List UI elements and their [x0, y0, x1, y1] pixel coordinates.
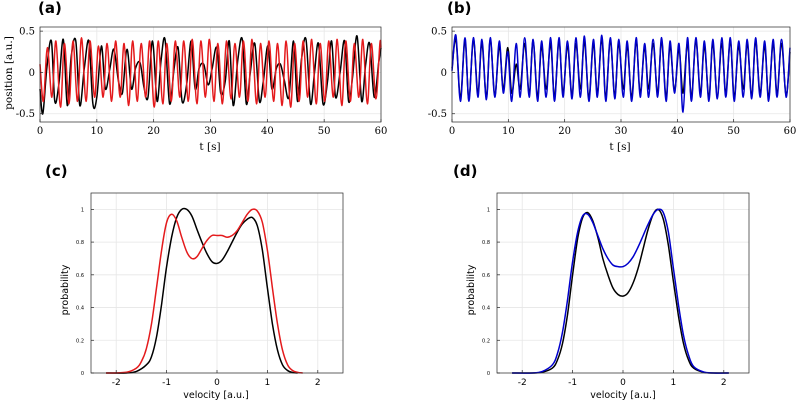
- panel-a-label: (a): [38, 0, 62, 17]
- panel-d-ylabel: probability: [466, 264, 477, 315]
- panel-c-series-1-line: [106, 207, 298, 374]
- panel-c-xtick-label: 0: [214, 378, 220, 388]
- panel-c-ylabel: probability: [60, 264, 71, 315]
- panel-c-ytick-label: 0.8: [76, 240, 84, 246]
- panel-d-ytick-label: 0.6: [482, 273, 490, 279]
- panel-b-xtick-label: 30: [615, 126, 628, 137]
- panel-d-xtick-label: 0: [620, 378, 626, 388]
- panel-b-xtick-label: 0: [449, 126, 455, 137]
- panel-a-xtick-label: 40: [261, 126, 274, 137]
- panel-d-ytick-label: 0: [487, 371, 490, 377]
- panel-c-label: (c): [45, 162, 68, 180]
- panel-a-xlabel: t [s]: [199, 141, 220, 153]
- panel-d-label: (d): [453, 162, 477, 180]
- panel-a-xtick-label: 30: [204, 126, 217, 137]
- panel-d-ytick-label: 0.8: [482, 240, 490, 246]
- panel-b-ytick-label: 0.5: [431, 27, 447, 38]
- panel-d-ytick-label: 0.4: [482, 306, 490, 312]
- panel-d-xtick-label: 2: [721, 378, 727, 388]
- panel-c-ytick-label: 1: [81, 207, 84, 213]
- panel-a-ytick-label: 0.5: [19, 27, 35, 38]
- panel-b-series-2-line: [451, 34, 791, 113]
- panel-a-ytick-label: -0.5: [16, 109, 35, 120]
- panel-d-series-1-line: [512, 208, 729, 374]
- panel-a-xtick-label: 10: [90, 126, 103, 137]
- panel-c-xlabel: velocity [a.u.]: [183, 390, 248, 401]
- panel-b-xtick-label: 50: [727, 126, 740, 137]
- panel-a-ytick-label: 0: [29, 68, 35, 79]
- panel-a: (a) t [s] position [a.u.] 0 10 20 30 40 50 60 -…: [3, 0, 387, 153]
- panel-a-xtick-label: 50: [318, 126, 331, 137]
- panel-d-xtick-label: -1: [568, 378, 577, 388]
- panel-d-ytick-label: 1: [487, 207, 490, 213]
- panel-c-series-2-line: [106, 208, 303, 374]
- panel-a-xtick-label: 60: [375, 126, 388, 137]
- panel-c-ytick-label: 0.6: [76, 273, 84, 279]
- panel-b-xtick-label: 10: [502, 126, 515, 137]
- panel-b-xtick-label: 40: [671, 126, 684, 137]
- panel-b-xtick-label: 60: [784, 126, 797, 137]
- panel-d: (d) velocity [a.u.] probability -2 -1 0 1 2 0…: [453, 162, 750, 401]
- panel-d-xlabel: velocity [a.u.]: [590, 390, 655, 401]
- panel-a-xtick-label: 0: [37, 126, 43, 137]
- panel-c-ytick-label: 0.4: [76, 306, 84, 312]
- panel-d-xtick-label: 1: [671, 378, 677, 388]
- panel-c-xtick-label: -2: [112, 378, 121, 388]
- panel-a-xtick-label: 20: [147, 126, 160, 137]
- panel-c-ytick-label: 0.2: [76, 338, 84, 344]
- panel-a-series-2-line: [39, 36, 382, 108]
- panel-a-ylabel: position [a.u.]: [3, 36, 15, 110]
- panel-c: (c) velocity [a.u.] probability -2 -1 0 1 2 0…: [45, 162, 344, 401]
- panel-c-xtick-label: -1: [162, 378, 171, 388]
- panel-b-ytick-label: -0.5: [428, 109, 447, 120]
- panel-b: (b) t [s] 0 10 20 30 40 50 60-0.500.5: [428, 0, 797, 153]
- panel-b-ytick-label: 0: [441, 68, 447, 79]
- panel-b-xtick-label: 20: [558, 126, 571, 137]
- panel-d-series-2-line: [512, 208, 729, 374]
- panel-d-ytick-label: 0.2: [482, 338, 490, 344]
- panel-b-xlabel: t [s]: [609, 141, 630, 153]
- panel-c-xtick-label: 1: [265, 378, 271, 388]
- panel-b-label: (b): [447, 0, 471, 17]
- panel-c-xtick-label: 2: [315, 378, 321, 388]
- panel-d-xtick-label: -2: [518, 378, 527, 388]
- panel-c-ytick-label: 0: [81, 371, 84, 377]
